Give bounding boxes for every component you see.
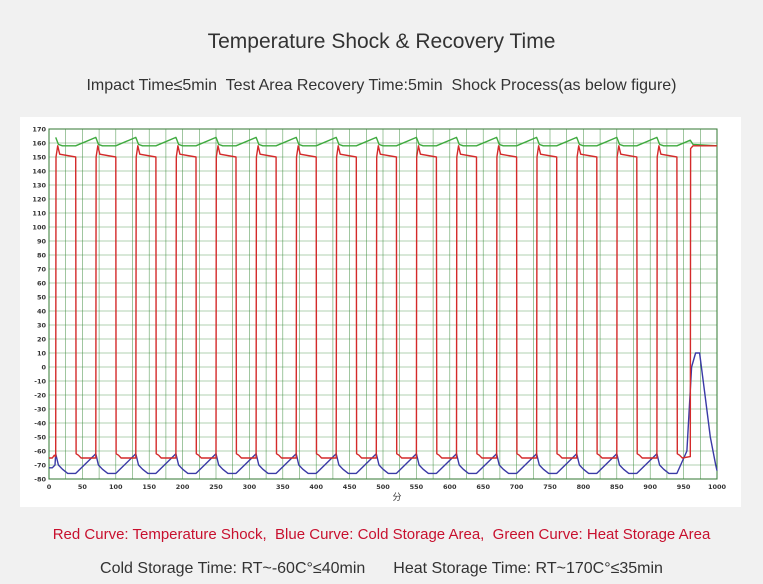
y-tick-label: 130 (32, 181, 46, 189)
y-tick-label: 0 (41, 363, 46, 371)
x-tick-label: 400 (309, 483, 323, 491)
red-shock-curve (49, 145, 717, 459)
y-tick-label: -50 (34, 433, 46, 441)
y-tick-label: 30 (37, 321, 47, 329)
y-tick-label: 10 (37, 349, 47, 357)
x-tick-label: 500 (376, 483, 390, 491)
temperature-shock-chart: 1701601501401301201101009080706050403020… (32, 125, 727, 503)
x-tick-label: 0 (47, 483, 52, 491)
y-tick-label: -20 (34, 391, 46, 399)
x-tick-label: 250 (209, 483, 223, 491)
x-tick-label: 550 (410, 483, 424, 491)
x-tick-label: 900 (643, 483, 657, 491)
y-tick-label: 80 (37, 251, 47, 259)
y-tick-label: 20 (37, 335, 47, 343)
cold-storage-time: Cold Storage Time: RT~-60C°≤40min (100, 560, 366, 577)
x-axis-label: 分 (392, 492, 401, 503)
y-tick-label: 160 (32, 139, 46, 147)
x-tick-label: 50 (78, 483, 88, 491)
curve-legend: Red Curve: Temperature Shock, Blue Curve… (52, 526, 711, 543)
blue-cold-storage-curve (49, 352, 718, 475)
x-tick-label: 450 (343, 483, 357, 491)
x-tick-label: 1000 (708, 483, 727, 491)
x-tick-label: 100 (109, 483, 123, 491)
y-tick-label: 50 (37, 293, 47, 301)
heat-storage-time: Heat Storage Time: RT~170C°≤35min (393, 560, 663, 577)
y-tick-label: 70 (37, 265, 47, 273)
y-tick-label: 150 (32, 153, 46, 161)
y-tick-label: -60 (34, 447, 46, 455)
y-tick-label: 100 (32, 223, 46, 231)
x-tick-label: 650 (476, 483, 490, 491)
page-subtitle: Impact Time≤5min Test Area Recovery Time… (86, 77, 677, 94)
y-tick-label: -40 (34, 419, 46, 427)
x-tick-label: 600 (443, 483, 457, 491)
y-tick-label: 120 (32, 195, 46, 203)
y-tick-label: 140 (32, 167, 46, 175)
y-tick-label: 40 (37, 307, 47, 315)
x-tick-label: 750 (543, 483, 557, 491)
x-tick-label: 350 (276, 483, 290, 491)
y-tick-label: 60 (37, 279, 47, 287)
x-tick-label: 850 (610, 483, 624, 491)
y-tick-label: 90 (37, 237, 47, 245)
page-title: Temperature Shock & Recovery Time (207, 30, 556, 53)
x-tick-label: 150 (142, 483, 156, 491)
green-heat-storage-curve (55, 136, 718, 147)
chart-frame: 170 160 150 140 130 120 110 100 90 80 70 60 50 40 30 20… (20, 117, 741, 507)
y-tick-label: -70 (34, 461, 46, 469)
y-tick-label: -80 (34, 475, 46, 483)
y-tick-label: 170 (32, 125, 46, 133)
x-tick-label: 700 (510, 483, 524, 491)
y-tick-label: 110 (32, 209, 46, 217)
y-tick-label: -10 (34, 377, 46, 385)
storage-times: Cold Storage Time: RT~-60C°≤40min Heat St… (0, 560, 763, 578)
x-tick-label: 800 (577, 483, 591, 491)
x-tick-label: 950 (677, 483, 691, 491)
x-tick-label: 300 (243, 483, 257, 491)
y-tick-label: -30 (34, 405, 46, 413)
x-tick-label: 200 (176, 483, 190, 491)
